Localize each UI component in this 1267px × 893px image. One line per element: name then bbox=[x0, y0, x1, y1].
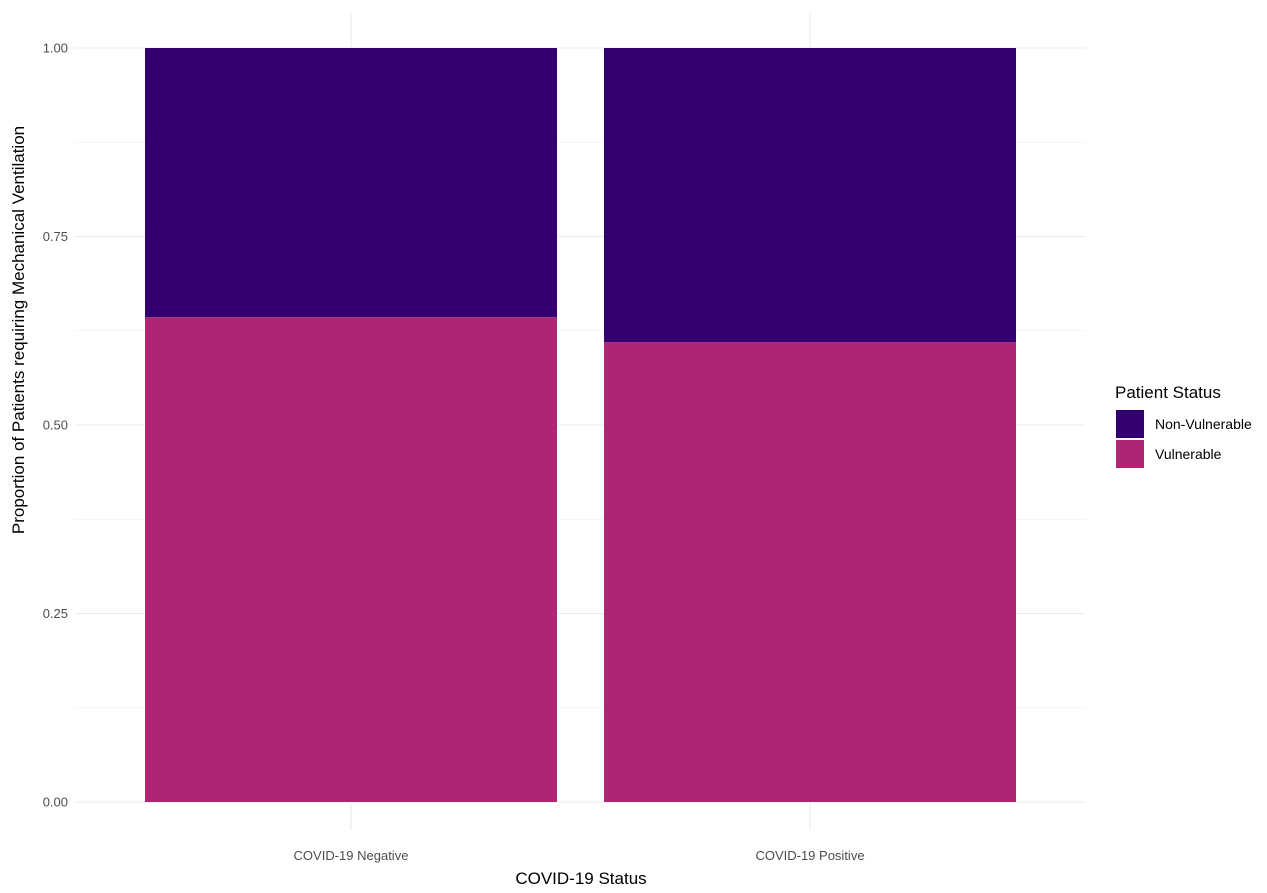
y-tick-label: 0.75 bbox=[43, 229, 68, 244]
x-tick-label: COVID-19 Negative bbox=[294, 848, 409, 863]
bar-non-vulnerable-2 bbox=[604, 48, 1016, 343]
y-tick-label: 0.00 bbox=[43, 795, 68, 810]
y-tick-label: 1.00 bbox=[43, 41, 68, 56]
y-axis-ticks: 0.00 0.25 0.50 0.75 1.00 bbox=[43, 41, 68, 810]
legend-key-vulnerable bbox=[1116, 440, 1144, 468]
y-tick-label: 0.50 bbox=[43, 418, 68, 433]
legend-label-non-vulnerable: Non-Vulnerable bbox=[1155, 416, 1252, 432]
legend: Patient Status Non-Vulnerable Vulnerable bbox=[1115, 383, 1252, 468]
legend-key-non-vulnerable bbox=[1116, 410, 1144, 438]
legend-title: Patient Status bbox=[1115, 383, 1221, 402]
y-axis-title: Proportion of Patients requiring Mechani… bbox=[9, 126, 28, 534]
bar-vulnerable-1 bbox=[145, 317, 557, 802]
bar-non-vulnerable-1 bbox=[145, 48, 557, 318]
bar-vulnerable-2 bbox=[604, 342, 1016, 802]
y-tick-label: 0.25 bbox=[43, 606, 68, 621]
x-axis-title: COVID-19 Status bbox=[515, 869, 646, 888]
x-axis-ticks: COVID-19 Negative COVID-19 Positive bbox=[294, 848, 865, 863]
legend-items: Non-Vulnerable Vulnerable bbox=[1116, 410, 1252, 468]
legend-label-vulnerable: Vulnerable bbox=[1155, 446, 1222, 462]
x-tick-label: COVID-19 Positive bbox=[755, 848, 864, 863]
bars bbox=[145, 48, 1016, 802]
